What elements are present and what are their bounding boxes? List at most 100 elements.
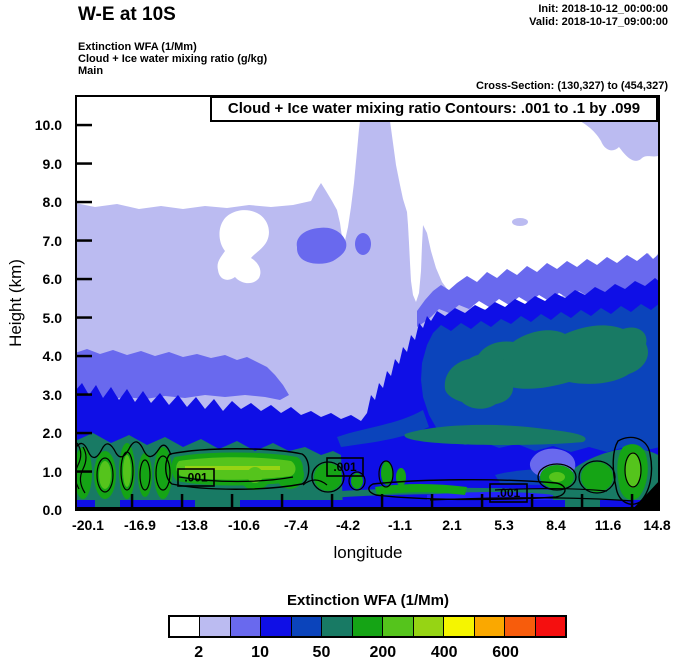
contour-ring [139, 459, 151, 491]
plot-title-box: Cloud + Ice water mixing ratio Contours:… [210, 96, 658, 122]
x-inner-tick [180, 494, 184, 511]
y-inner-tick [75, 277, 92, 281]
contour-svg: .001 .001 .001 [75, 95, 660, 511]
colorbar-cell [444, 617, 475, 636]
x-inner-tick [580, 494, 584, 511]
x-inner-tick [280, 494, 284, 511]
field-label-extinction: Extinction WFA (1/Mm) [78, 41, 197, 53]
y-inner-tick [75, 431, 92, 435]
colorbar-tick-labels: 2 10 50 200 400 600 [168, 644, 567, 664]
brightgreen-core [247, 467, 263, 483]
teal-bottom-tab [95, 500, 120, 511]
y-tick-label: 1.0 [42, 463, 62, 480]
lavender-dot [512, 218, 528, 226]
x-inner-tick [380, 494, 384, 511]
x-inner-tick [430, 494, 434, 511]
y-inner-tick [75, 316, 92, 319]
x-inner-tick [480, 494, 484, 511]
violet-blob [296, 227, 347, 264]
terrain-wedge [631, 480, 660, 511]
colorbar-cell [352, 617, 384, 636]
x-tick-label: 2.1 [442, 517, 462, 533]
green-cell [396, 468, 406, 486]
contour-label-box [326, 457, 364, 477]
y-tick-label: 9.0 [42, 155, 62, 172]
x-tick-label: 14.8 [643, 517, 671, 533]
colorbar-cell [170, 617, 201, 636]
colorbar-cell [230, 617, 262, 636]
y-tick-label: 10.0 [34, 117, 62, 133]
field-label-cloud-ice: Cloud + Ice water mixing ratio (g/kg) [78, 53, 268, 65]
teal-ribbon [301, 487, 557, 500]
contour-line [368, 479, 566, 501]
x-tick-label: -4.2 [335, 517, 361, 533]
y-inner-tick [75, 239, 92, 242]
y-tick-label: 0.0 [42, 502, 62, 518]
contour-ring [348, 471, 366, 491]
x-tick-label: -1.1 [387, 517, 413, 533]
y-tick-label: 2.0 [42, 425, 62, 441]
contour-ring [96, 457, 114, 493]
contour-line [178, 476, 294, 483]
y-inner-tick [75, 393, 92, 396]
y-tick-label: 3.0 [42, 386, 62, 403]
y-axis-label: Height (km) [6, 259, 25, 347]
violet-oval [355, 233, 371, 255]
colorbar-cell [200, 617, 231, 636]
colorbar-tick-label: 50 [312, 644, 331, 661]
init-timestamp: Init: 2018-10-12_00:00:00 [538, 3, 668, 15]
teal-patch-big [472, 325, 649, 389]
yellowgreen-sliver [185, 466, 280, 470]
x-inner-tick [330, 494, 334, 511]
colorbar-cell [413, 617, 445, 636]
x-tick-label: -10.6 [228, 517, 260, 533]
run-timestamps: Init: 2018-10-12_00:00:00 Valid: 2018-10… [529, 3, 668, 29]
colorbar-cell [383, 617, 414, 636]
lavender-topright-patch [580, 121, 660, 161]
x-tick-label: -20.1 [72, 517, 104, 533]
contour-label: .001 [333, 460, 357, 474]
contour-ring [155, 455, 171, 491]
x-tick-label: 5.3 [494, 517, 514, 533]
page-title: W-E at 10S [78, 4, 176, 25]
y-tick-label: 8.0 [42, 194, 62, 210]
x-tick-label: -7.4 [283, 517, 309, 533]
valid-timestamp: Valid: 2018-10-17_09:00:00 [529, 16, 668, 28]
contour-ring [578, 460, 616, 494]
colorbar-cell [505, 617, 536, 636]
y-inner-tick [75, 162, 92, 165]
teal-lens [404, 424, 586, 445]
violet-right-band [417, 253, 660, 327]
x-inner-tick [630, 494, 634, 511]
y-tick-label: 6.0 [42, 271, 62, 287]
green-ribbon [375, 484, 467, 495]
y-axis-tick-labels: 0.0 1.0 2.0 3.0 4.0 5.0 6.0 7.0 8.0 9.0 10.0 [0, 95, 68, 518]
y-tick-label: 7.0 [42, 232, 62, 249]
colorbar-tick-label: 10 [251, 644, 269, 661]
brightgreen-core [625, 452, 641, 488]
contour-line [429, 497, 634, 502]
colorbar-tick-label: 200 [369, 644, 397, 661]
contour-label: .001 [184, 471, 208, 485]
white-island [217, 210, 269, 284]
contour-ring [120, 451, 134, 491]
colorbar-tick-label: 2 [194, 644, 204, 661]
green-cell [314, 463, 342, 491]
y-inner-tick [75, 123, 92, 127]
contour-label-box [177, 468, 215, 487]
contour-label: .001 [497, 486, 521, 500]
green-cell [351, 473, 363, 489]
contour-ring [311, 461, 345, 493]
y-tick-label: 4.0 [42, 348, 62, 364]
y-inner-tick [75, 200, 92, 204]
colorbar [168, 615, 567, 638]
green-cell [75, 447, 92, 499]
x-tick-label: -13.8 [176, 517, 208, 533]
blue-bottom-strip [75, 500, 660, 510]
colorbar-tick-label: 400 [430, 644, 458, 661]
colorbar-cell [535, 617, 566, 636]
x-tick-label: -16.9 [124, 517, 156, 533]
brightgreen-core [123, 455, 131, 487]
green-cell [381, 461, 393, 485]
